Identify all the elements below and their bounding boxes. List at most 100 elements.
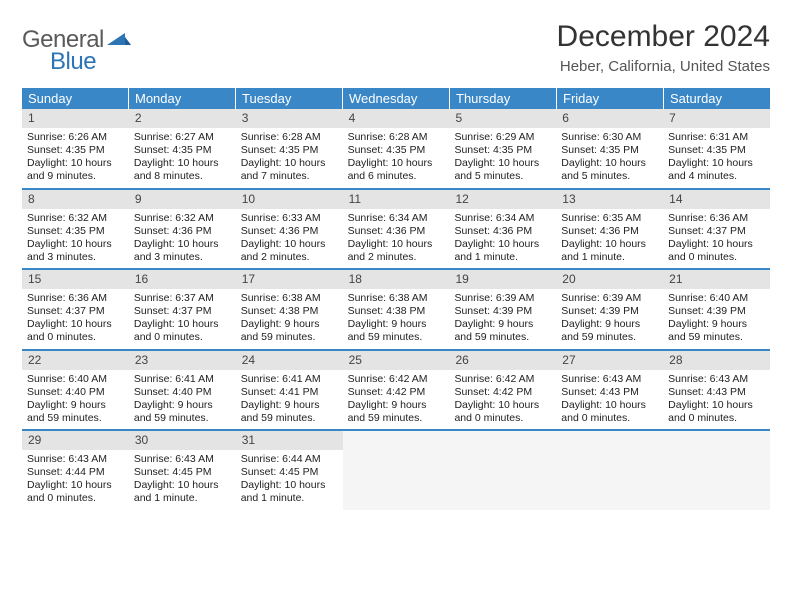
day-daylight1: Daylight: 10 hours <box>241 238 338 251</box>
day-number: 14 <box>663 190 770 209</box>
day-sunset: Sunset: 4:43 PM <box>668 386 765 399</box>
day-daylight1: Daylight: 10 hours <box>454 157 551 170</box>
day-sunset: Sunset: 4:38 PM <box>348 305 445 318</box>
day-daylight2: and 2 minutes. <box>348 251 445 264</box>
day-number: 23 <box>129 351 236 370</box>
day-sunset: Sunset: 4:36 PM <box>134 225 231 238</box>
logo-triangle-icon <box>107 31 131 47</box>
day-body: Sunrise: 6:38 AMSunset: 4:38 PMDaylight:… <box>343 289 450 349</box>
day-sunset: Sunset: 4:45 PM <box>241 466 338 479</box>
day-number: 18 <box>343 270 450 289</box>
day-daylight1: Daylight: 10 hours <box>134 318 231 331</box>
day-daylight2: and 0 minutes. <box>454 412 551 425</box>
day-number: 30 <box>129 431 236 450</box>
day-daylight2: and 5 minutes. <box>454 170 551 183</box>
day-sunset: Sunset: 4:39 PM <box>561 305 658 318</box>
calendar-day-cell: 4Sunrise: 6:28 AMSunset: 4:35 PMDaylight… <box>343 109 450 188</box>
day-number: 20 <box>556 270 663 289</box>
day-daylight1: Daylight: 9 hours <box>668 318 765 331</box>
day-sunrise: Sunrise: 6:31 AM <box>668 131 765 144</box>
day-number: 28 <box>663 351 770 370</box>
day-sunrise: Sunrise: 6:36 AM <box>27 292 124 305</box>
day-number: 7 <box>663 109 770 128</box>
calendar-day-cell: 1Sunrise: 6:26 AMSunset: 4:35 PMDaylight… <box>22 109 129 188</box>
day-daylight1: Daylight: 9 hours <box>134 399 231 412</box>
day-body: Sunrise: 6:37 AMSunset: 4:37 PMDaylight:… <box>129 289 236 349</box>
day-daylight2: and 1 minute. <box>134 492 231 505</box>
day-daylight2: and 4 minutes. <box>668 170 765 183</box>
calendar-day-cell: 26Sunrise: 6:42 AMSunset: 4:42 PMDayligh… <box>449 351 556 430</box>
day-number: 6 <box>556 109 663 128</box>
logo: General Blue <box>22 20 131 76</box>
day-sunset: Sunset: 4:35 PM <box>27 225 124 238</box>
day-daylight1: Daylight: 9 hours <box>241 318 338 331</box>
calendar-day-cell: 29Sunrise: 6:43 AMSunset: 4:44 PMDayligh… <box>22 431 129 510</box>
day-body: Sunrise: 6:33 AMSunset: 4:36 PMDaylight:… <box>236 209 343 269</box>
day-body: Sunrise: 6:28 AMSunset: 4:35 PMDaylight:… <box>236 128 343 188</box>
day-body: Sunrise: 6:36 AMSunset: 4:37 PMDaylight:… <box>22 289 129 349</box>
calendar-day-cell: 5Sunrise: 6:29 AMSunset: 4:35 PMDaylight… <box>449 109 556 188</box>
day-sunrise: Sunrise: 6:29 AM <box>454 131 551 144</box>
day-sunrise: Sunrise: 6:32 AM <box>27 212 124 225</box>
day-daylight1: Daylight: 10 hours <box>668 238 765 251</box>
calendar-day-cell: 15Sunrise: 6:36 AMSunset: 4:37 PMDayligh… <box>22 270 129 349</box>
day-body: Sunrise: 6:41 AMSunset: 4:40 PMDaylight:… <box>129 370 236 430</box>
day-sunset: Sunset: 4:42 PM <box>454 386 551 399</box>
day-sunrise: Sunrise: 6:43 AM <box>668 373 765 386</box>
day-daylight1: Daylight: 10 hours <box>134 479 231 492</box>
day-sunset: Sunset: 4:43 PM <box>561 386 658 399</box>
calendar-week-row: 22Sunrise: 6:40 AMSunset: 4:40 PMDayligh… <box>22 351 770 432</box>
day-daylight2: and 0 minutes. <box>27 492 124 505</box>
day-daylight2: and 5 minutes. <box>561 170 658 183</box>
calendar-day-cell: 30Sunrise: 6:43 AMSunset: 4:45 PMDayligh… <box>129 431 236 510</box>
day-sunset: Sunset: 4:35 PM <box>134 144 231 157</box>
day-body: Sunrise: 6:39 AMSunset: 4:39 PMDaylight:… <box>449 289 556 349</box>
calendar-day-cell: 13Sunrise: 6:35 AMSunset: 4:36 PMDayligh… <box>556 190 663 269</box>
day-daylight1: Daylight: 10 hours <box>134 157 231 170</box>
calendar-empty-cell <box>449 431 556 510</box>
day-daylight1: Daylight: 9 hours <box>454 318 551 331</box>
day-sunset: Sunset: 4:44 PM <box>27 466 124 479</box>
calendar-empty-cell <box>343 431 450 510</box>
location-subtitle: Heber, California, United States <box>557 58 770 75</box>
day-number: 24 <box>236 351 343 370</box>
day-sunrise: Sunrise: 6:28 AM <box>348 131 445 144</box>
day-number: 9 <box>129 190 236 209</box>
calendar-day-cell: 9Sunrise: 6:32 AMSunset: 4:36 PMDaylight… <box>129 190 236 269</box>
calendar-day-cell: 2Sunrise: 6:27 AMSunset: 4:35 PMDaylight… <box>129 109 236 188</box>
weekday-header: Thursday <box>450 88 557 109</box>
day-daylight2: and 59 minutes. <box>241 331 338 344</box>
day-body: Sunrise: 6:43 AMSunset: 4:43 PMDaylight:… <box>663 370 770 430</box>
calendar-day-cell: 6Sunrise: 6:30 AMSunset: 4:35 PMDaylight… <box>556 109 663 188</box>
day-daylight1: Daylight: 10 hours <box>454 399 551 412</box>
day-daylight2: and 7 minutes. <box>241 170 338 183</box>
day-number: 5 <box>449 109 556 128</box>
day-sunset: Sunset: 4:35 PM <box>241 144 338 157</box>
day-daylight1: Daylight: 10 hours <box>27 318 124 331</box>
header: General Blue December 2024 Heber, Califo… <box>22 20 770 76</box>
calendar-day-cell: 28Sunrise: 6:43 AMSunset: 4:43 PMDayligh… <box>663 351 770 430</box>
day-sunset: Sunset: 4:45 PM <box>134 466 231 479</box>
calendar-day-cell: 20Sunrise: 6:39 AMSunset: 4:39 PMDayligh… <box>556 270 663 349</box>
day-daylight1: Daylight: 10 hours <box>348 157 445 170</box>
day-number: 29 <box>22 431 129 450</box>
day-daylight2: and 59 minutes. <box>348 331 445 344</box>
day-body: Sunrise: 6:43 AMSunset: 4:44 PMDaylight:… <box>22 450 129 510</box>
day-number: 27 <box>556 351 663 370</box>
day-sunset: Sunset: 4:35 PM <box>561 144 658 157</box>
day-sunrise: Sunrise: 6:27 AM <box>134 131 231 144</box>
day-sunrise: Sunrise: 6:41 AM <box>134 373 231 386</box>
day-body: Sunrise: 6:38 AMSunset: 4:38 PMDaylight:… <box>236 289 343 349</box>
day-sunset: Sunset: 4:36 PM <box>454 225 551 238</box>
weekday-header: Saturday <box>664 88 770 109</box>
day-number: 10 <box>236 190 343 209</box>
day-sunrise: Sunrise: 6:40 AM <box>27 373 124 386</box>
calendar-page: General Blue December 2024 Heber, Califo… <box>0 0 792 530</box>
day-daylight1: Daylight: 9 hours <box>241 399 338 412</box>
day-daylight2: and 1 minute. <box>561 251 658 264</box>
day-sunrise: Sunrise: 6:38 AM <box>348 292 445 305</box>
day-daylight1: Daylight: 10 hours <box>454 238 551 251</box>
calendar-week-row: 15Sunrise: 6:36 AMSunset: 4:37 PMDayligh… <box>22 270 770 351</box>
calendar-day-cell: 12Sunrise: 6:34 AMSunset: 4:36 PMDayligh… <box>449 190 556 269</box>
day-daylight2: and 2 minutes. <box>241 251 338 264</box>
